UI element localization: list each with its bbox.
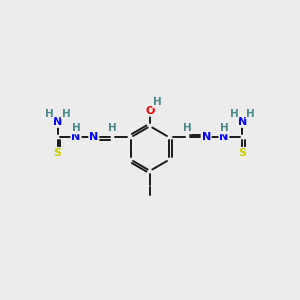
Text: S: S [54, 148, 61, 158]
Text: O: O [145, 106, 155, 116]
Text: N: N [89, 132, 98, 142]
Text: H: H [72, 124, 80, 134]
Text: H: H [183, 124, 192, 134]
Text: H: H [246, 109, 255, 118]
Text: H: H [61, 109, 70, 118]
Text: N: N [202, 132, 211, 142]
Text: N: N [219, 132, 229, 142]
Text: H: H [108, 124, 117, 134]
Text: N: N [238, 117, 247, 127]
Text: H: H [153, 98, 162, 107]
Text: S: S [238, 148, 246, 158]
Text: H: H [45, 109, 54, 118]
Text: H: H [220, 124, 228, 134]
Text: N: N [53, 117, 62, 127]
Text: H: H [230, 109, 239, 118]
Text: N: N [71, 132, 81, 142]
